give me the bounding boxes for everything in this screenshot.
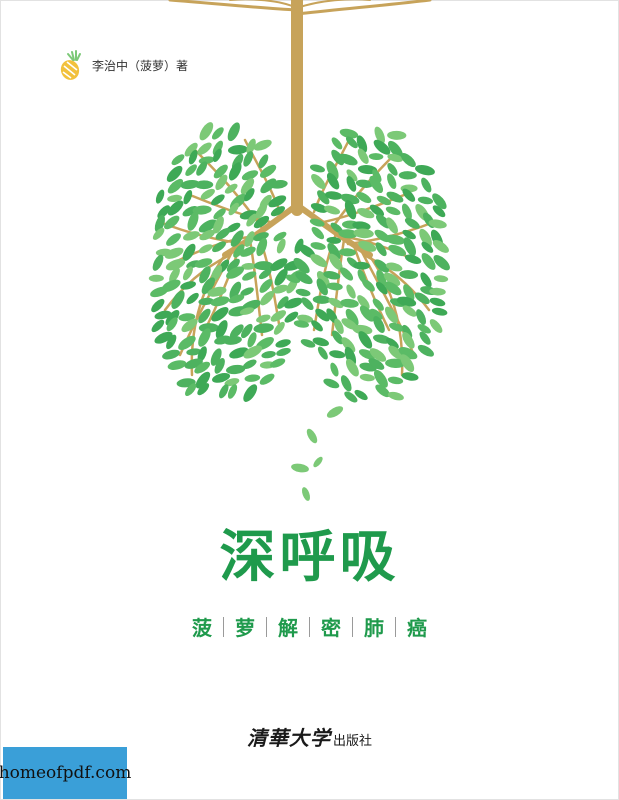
leaf — [253, 322, 274, 334]
leaf — [295, 288, 311, 298]
leaf — [252, 137, 273, 152]
leaf — [161, 348, 181, 361]
leaf — [149, 275, 164, 282]
leaf — [225, 364, 245, 375]
leaf — [274, 338, 291, 350]
subtitle-char: 萝 — [224, 612, 266, 641]
leaf — [323, 204, 341, 216]
leaf — [330, 136, 345, 151]
watermark-badge[interactable]: homeofpdf.com — [3, 747, 127, 799]
leaf — [429, 296, 446, 308]
leaf — [228, 144, 249, 155]
subtitle-char: 解 — [267, 612, 309, 641]
leaf — [275, 346, 291, 357]
leaf — [359, 373, 375, 382]
publisher-logo-text: 清華大学 — [247, 726, 331, 750]
leaf — [399, 269, 418, 279]
book-title: 深呼吸 — [0, 512, 619, 593]
leaf — [313, 295, 331, 304]
leaf — [305, 427, 320, 445]
leaf — [310, 241, 327, 251]
subtitle-char: 菠 — [181, 612, 223, 641]
book-subtitle: 菠 萝 解 密 肺 癌 — [0, 612, 619, 641]
leaf — [419, 176, 433, 194]
leaf — [299, 295, 315, 312]
leaf — [185, 291, 201, 306]
leaf — [197, 242, 214, 255]
leaf — [329, 362, 341, 378]
leaf — [339, 374, 354, 393]
leaf — [169, 288, 188, 311]
leaf — [387, 376, 403, 385]
leaf — [433, 275, 448, 283]
leaf — [417, 196, 433, 206]
leaf — [241, 382, 260, 404]
leaf — [290, 462, 309, 473]
leaf — [325, 404, 345, 420]
leaf — [414, 163, 436, 177]
pineapple-icon — [56, 48, 86, 82]
leaf — [167, 359, 188, 372]
publisher-suffix: 出版社 — [333, 734, 372, 749]
leaf — [170, 152, 186, 167]
leaf — [431, 307, 448, 317]
leaf — [414, 308, 428, 327]
leaf — [385, 205, 402, 217]
subtitle-char: 密 — [310, 612, 352, 641]
author-row: 李治中（菠萝）著 — [56, 48, 188, 82]
leaf — [401, 371, 419, 382]
leaf — [150, 318, 167, 334]
leaf — [387, 131, 406, 140]
leaf — [164, 231, 183, 248]
author-name: 李治中（菠萝）著 — [92, 57, 188, 74]
leaf — [369, 153, 384, 160]
leaf — [183, 162, 198, 177]
leaf — [322, 377, 341, 391]
subtitle-char: 肺 — [353, 612, 395, 641]
leaf — [337, 151, 359, 167]
leaf — [316, 345, 330, 361]
leaf — [416, 343, 436, 359]
leaf — [244, 374, 260, 383]
leaf — [399, 171, 417, 179]
leaf — [154, 189, 166, 205]
watermark-text: homeofpdf.com — [0, 763, 131, 783]
leaf — [258, 371, 276, 387]
leaf — [387, 390, 405, 402]
subtitle-char: 癌 — [396, 612, 438, 641]
leaf — [353, 228, 374, 239]
leaf — [309, 163, 326, 174]
leaf — [225, 121, 242, 143]
leaf — [300, 486, 311, 502]
leaf — [312, 455, 325, 468]
leaf — [261, 350, 277, 359]
leaf — [194, 256, 214, 269]
leaf — [255, 313, 271, 324]
leaf — [344, 283, 357, 300]
leaf — [329, 349, 346, 359]
